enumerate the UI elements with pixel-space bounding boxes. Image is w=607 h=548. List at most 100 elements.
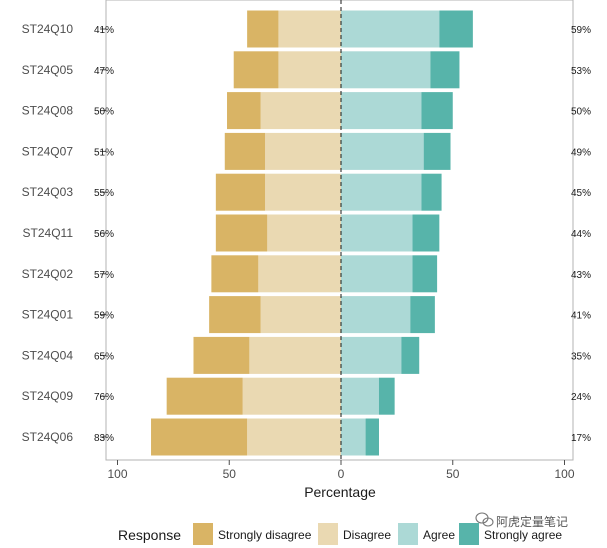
y-tick-label: ST24Q05 [22, 63, 74, 77]
left-percent-label: 59% [94, 311, 114, 322]
left-percent-label: 57% [94, 270, 114, 281]
bar-disagree-ST24Q11 [267, 214, 341, 252]
y-tick-label: ST24Q02 [22, 267, 74, 281]
y-tick-label: ST24Q03 [22, 185, 74, 199]
bar-strongly-agree-ST24Q05 [430, 51, 460, 89]
left-percent-label: 83% [94, 433, 114, 444]
bar-strongly-agree-ST24Q03 [421, 173, 442, 211]
bar-strongly-agree-ST24Q08 [421, 92, 453, 130]
bar-disagree-ST24Q03 [265, 173, 341, 211]
bar-strongly-agree-ST24Q04 [401, 336, 420, 374]
bar-disagree-ST24Q01 [260, 296, 341, 334]
bar-strongly-disagree-ST24Q11 [215, 214, 268, 252]
percent-labels: 41% 59% 47% 53% 50% 50% 51% 49% 55% 45% 56% 44% 57% 4… [94, 25, 591, 444]
bar-strongly-agree-ST24Q10 [439, 10, 473, 48]
bar-disagree-ST24Q09 [242, 377, 341, 415]
right-percent-label: 43% [571, 270, 591, 281]
bar-agree-ST24Q09 [341, 377, 379, 415]
bar-agree-ST24Q07 [341, 132, 424, 170]
bar-disagree-ST24Q06 [247, 418, 341, 456]
bar-strongly-disagree-ST24Q08 [227, 92, 261, 130]
bar-strongly-disagree-ST24Q09 [166, 377, 243, 415]
y-tick-label: ST24Q07 [22, 144, 74, 158]
right-percent-label: 41% [571, 311, 591, 322]
bar-strongly-agree-ST24Q07 [423, 132, 451, 170]
x-tick-label: 50 [446, 467, 460, 481]
bar-agree-ST24Q04 [341, 336, 402, 374]
left-percent-label: 76% [94, 392, 114, 403]
right-percent-label: 49% [571, 147, 591, 158]
bar-strongly-disagree-ST24Q03 [215, 173, 266, 211]
bar-agree-ST24Q10 [341, 10, 440, 48]
legend-key [459, 523, 479, 545]
bar-strongly-disagree-ST24Q05 [233, 51, 279, 89]
bar-strongly-agree-ST24Q02 [412, 255, 438, 293]
legend-label: Strongly agree [484, 528, 562, 542]
x-tick-label: 50 [223, 467, 237, 481]
left-percent-label: 51% [94, 147, 114, 158]
bar-strongly-agree-ST24Q06 [365, 418, 379, 456]
legend-label: Agree [423, 528, 455, 542]
bar-agree-ST24Q01 [341, 296, 411, 334]
watermark: 阿虎定量笔记 [475, 512, 568, 529]
right-percent-label: 45% [571, 188, 591, 199]
bar-strongly-disagree-ST24Q04 [193, 336, 250, 374]
left-percent-label: 47% [94, 66, 114, 77]
left-percent-label: 41% [94, 25, 114, 36]
x-axis-title: Percentage [304, 484, 376, 500]
x-axis: 100 50 0 50 100 [107, 460, 575, 481]
right-percent-label: 35% [571, 351, 591, 362]
legend-key [398, 523, 418, 545]
bar-disagree-ST24Q02 [258, 255, 341, 293]
x-tick-label: 100 [107, 467, 127, 481]
bar-agree-ST24Q05 [341, 51, 431, 89]
watermark-text: 阿虎定量笔记 [496, 514, 568, 529]
bar-strongly-agree-ST24Q01 [410, 296, 435, 334]
left-percent-label: 50% [94, 107, 114, 118]
legend-title: Response [118, 527, 181, 543]
right-percent-label: 59% [571, 25, 591, 36]
bar-strongly-agree-ST24Q09 [378, 377, 395, 415]
y-tick-label: ST24Q09 [22, 389, 74, 403]
bar-disagree-ST24Q08 [260, 92, 341, 130]
legend-label: Strongly disagree [218, 528, 312, 542]
right-percent-label: 53% [571, 66, 591, 77]
bar-strongly-agree-ST24Q11 [412, 214, 440, 252]
bar-agree-ST24Q11 [341, 214, 413, 252]
bar-strongly-disagree-ST24Q02 [211, 255, 259, 293]
bar-strongly-disagree-ST24Q01 [209, 296, 261, 334]
bar-agree-ST24Q08 [341, 92, 422, 130]
legend: Response Strongly disagree Disagree Agree S… [118, 523, 562, 545]
bar-agree-ST24Q02 [341, 255, 413, 293]
legend-key [193, 523, 213, 545]
left-percent-label: 65% [94, 351, 114, 362]
left-percent-label: 55% [94, 188, 114, 199]
bar-disagree-ST24Q04 [249, 336, 341, 374]
bar-disagree-ST24Q05 [278, 51, 341, 89]
x-tick-label: 100 [554, 467, 574, 481]
bar-agree-ST24Q06 [341, 418, 366, 456]
y-tick-label: ST24Q08 [22, 104, 74, 118]
y-tick-label: ST24Q01 [22, 308, 74, 322]
legend-key [318, 523, 338, 545]
bars-layer [151, 0, 473, 460]
bar-disagree-ST24Q07 [265, 132, 341, 170]
left-percent-label: 56% [94, 229, 114, 240]
category-labels: ST24Q10 ST24Q05 ST24Q08 ST24Q07 ST24Q03 ST24Q… [22, 22, 106, 444]
right-percent-label: 17% [571, 433, 591, 444]
y-tick-label: ST24Q04 [22, 348, 74, 362]
y-tick-label: ST24Q10 [22, 22, 74, 36]
y-tick-label: ST24Q11 [23, 226, 74, 240]
bar-strongly-disagree-ST24Q07 [224, 132, 266, 170]
bar-strongly-disagree-ST24Q06 [151, 418, 248, 456]
right-percent-label: 44% [571, 229, 591, 240]
legend-label: Disagree [343, 528, 391, 542]
wechat-icon [475, 512, 494, 527]
bar-strongly-disagree-ST24Q10 [247, 10, 279, 48]
y-tick-label: ST24Q06 [22, 430, 74, 444]
bar-disagree-ST24Q10 [278, 10, 341, 48]
right-percent-label: 24% [571, 392, 591, 403]
right-percent-label: 50% [571, 107, 591, 118]
bar-agree-ST24Q03 [341, 173, 422, 211]
